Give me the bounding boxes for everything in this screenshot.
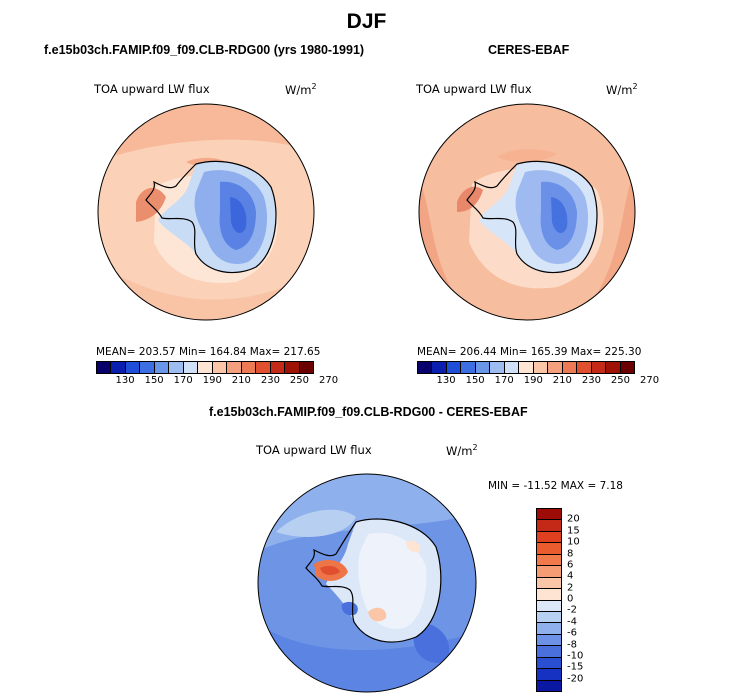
obs-polar-map — [418, 103, 636, 321]
diff-colorbar-tick-label: 0 — [567, 593, 574, 605]
model-colorbar-swatch — [140, 362, 155, 373]
diff-colorbar-tick-label: -2 — [567, 604, 577, 616]
diff-colorbar — [536, 508, 562, 692]
diff-colorbar-swatch — [537, 520, 561, 532]
model-colorbar — [96, 361, 314, 374]
model-colorbar-swatch — [285, 362, 300, 373]
obs-colorbar-swatch — [533, 362, 549, 373]
diff-colorbar-tick-label: 4 — [567, 570, 574, 582]
diff-colorbar-tick-label: -6 — [567, 627, 577, 639]
model-colorbar-tick-label: 210 — [231, 375, 251, 386]
obs-colorbar-tick-label: 130 — [436, 375, 456, 386]
obs-colorbar-swatch — [519, 362, 534, 373]
model-colorbar-swatch — [183, 362, 199, 373]
obs-colorbar-swatch — [562, 362, 578, 373]
obs-colorbar-swatch — [577, 362, 592, 373]
obs-colorbar — [417, 361, 635, 374]
model-colorbar-swatch — [198, 362, 213, 373]
model-colorbar-tick-label: 150 — [144, 375, 164, 386]
model-polar-map — [97, 103, 315, 321]
model-colorbar-swatch — [256, 362, 271, 373]
diff-colorbar-swatch — [537, 669, 561, 681]
obs-colorbar-swatch — [446, 362, 462, 373]
obs-colorbar-tick-label: 210 — [552, 375, 572, 386]
obs-colorbar-swatch — [461, 362, 476, 373]
diff-colorbar-tick-label: -8 — [567, 639, 577, 650]
diff-colorbar-swatch — [537, 566, 561, 578]
model-colorbar-tick-label: 270 — [318, 375, 339, 386]
diff-colorbar-tick-label: 15 — [567, 525, 580, 537]
obs-colorbar-tick-label: 270 — [639, 375, 660, 386]
diff-colorbar-tick-label: -15 — [567, 661, 584, 673]
model-colorbar-swatch — [97, 362, 112, 373]
obs-colorbar-tick-label: 170 — [494, 375, 514, 386]
obs-field-label: TOA upward LW flux — [416, 82, 532, 96]
model-colorbar-swatch — [270, 362, 286, 373]
model-colorbar-swatch — [169, 362, 184, 373]
diff-stats: MIN = -11.52 MAX = 7.18 — [488, 480, 623, 492]
obs-colorbar-tick-label: 250 — [610, 375, 630, 386]
diff-colorbar-tick-label: 6 — [567, 559, 574, 571]
diff-colorbar-swatch — [537, 531, 561, 544]
model-colorbar-tick-label: 250 — [289, 375, 309, 386]
model-field-label: TOA upward LW flux — [94, 82, 210, 96]
diff-colorbar-swatch — [537, 589, 561, 601]
obs-colorbar-swatch — [620, 362, 635, 373]
model-colorbar-tick-label: 230 — [260, 375, 280, 386]
diff-colorbar-swatch — [537, 611, 561, 624]
diff-colorbar-tick-label: -20 — [567, 673, 584, 685]
model-colorbar-tick-label: 130 — [115, 375, 135, 386]
model-stats: MEAN= 203.57 Min= 164.84 Max= 217.65 — [96, 346, 321, 358]
obs-colorbar-swatch — [475, 362, 491, 373]
diff-colorbar-tick-label: 2 — [567, 582, 574, 594]
diff-panel-title: f.e15b03ch.FAMIP.f09_f09.CLB-RDG00 - CER… — [209, 405, 528, 419]
diff-colorbar-ticks: 20 15 10 8 6 4 2 0 -2 -4 -6 -8 -10 -15 -20 — [567, 508, 607, 690]
diff-colorbar-swatch — [537, 600, 561, 612]
model-colorbar-tick-label: 190 — [202, 375, 222, 386]
model-colorbar-swatch — [241, 362, 257, 373]
obs-colorbar-swatch — [606, 362, 621, 373]
diff-colorbar-tick-label: -10 — [567, 650, 584, 662]
diff-colorbar-tick-label: 20 — [567, 513, 580, 525]
model-panel-title: f.e15b03ch.FAMIP.f09_f09.CLB-RDG00 (yrs … — [44, 43, 365, 57]
diff-colorbar-swatch — [537, 554, 561, 567]
diff-colorbar-swatch — [537, 680, 561, 691]
diff-colorbar-tick-label: -4 — [567, 616, 577, 628]
obs-colorbar-swatch — [591, 362, 607, 373]
diff-colorbar-tick-label: 10 — [567, 536, 580, 548]
model-colorbar-ticks: 130 150 170 190 210 230 250 270 — [96, 375, 339, 389]
obs-colorbar-ticks: 130 150 170 190 210 230 250 270 — [417, 375, 660, 389]
model-colorbar-swatch — [212, 362, 228, 373]
obs-colorbar-swatch — [418, 362, 433, 373]
obs-colorbar-tick-label: 230 — [581, 375, 601, 386]
diff-colorbar-swatch — [537, 634, 561, 647]
diff-polar-map — [257, 473, 477, 693]
figure-title: DJF — [346, 10, 387, 33]
obs-units-label: W/m2 — [606, 82, 638, 97]
model-colorbar-swatch — [125, 362, 141, 373]
obs-panel-title: CERES-EBAF — [488, 43, 570, 57]
model-colorbar-swatch — [227, 362, 242, 373]
obs-colorbar-swatch — [490, 362, 505, 373]
diff-field-label: TOA upward LW flux — [256, 443, 372, 457]
model-colorbar-swatch — [154, 362, 170, 373]
obs-colorbar-swatch — [504, 362, 520, 373]
diff-units-label: W/m2 — [446, 443, 478, 458]
diff-colorbar-swatch — [537, 623, 561, 635]
obs-stats: MEAN= 206.44 Min= 165.39 Max= 225.30 — [417, 346, 642, 358]
diff-colorbar-swatch — [537, 509, 561, 521]
model-colorbar-tick-label: 170 — [173, 375, 193, 386]
model-units-label: W/m2 — [285, 82, 317, 97]
obs-colorbar-tick-label: 150 — [465, 375, 485, 386]
diff-colorbar-tick-label: 8 — [567, 548, 574, 559]
model-colorbar-swatch — [299, 362, 314, 373]
diff-colorbar-swatch — [537, 577, 561, 590]
diff-colorbar-swatch — [537, 646, 561, 658]
model-colorbar-swatch — [111, 362, 126, 373]
obs-colorbar-swatch — [432, 362, 447, 373]
obs-colorbar-swatch — [548, 362, 563, 373]
diff-colorbar-swatch — [537, 543, 561, 555]
obs-colorbar-tick-label: 190 — [523, 375, 543, 386]
diff-colorbar-swatch — [537, 657, 561, 670]
